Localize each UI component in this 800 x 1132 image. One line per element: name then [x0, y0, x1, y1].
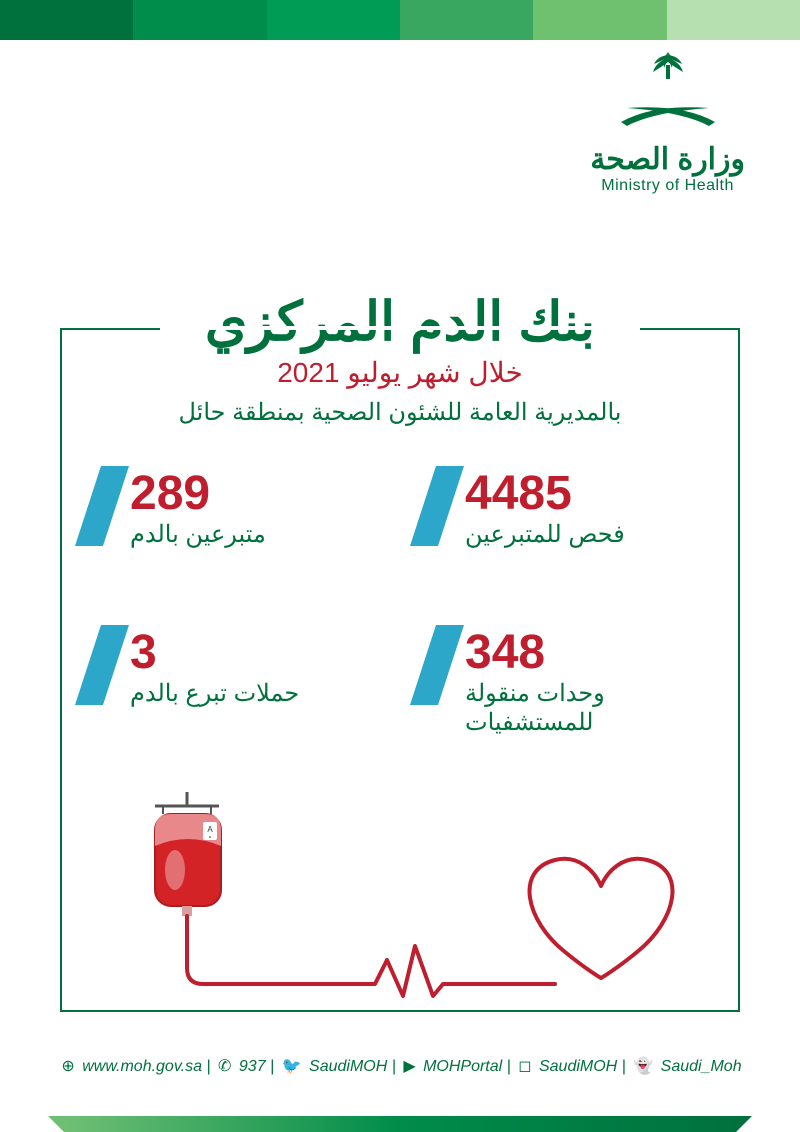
- stat-label: وحدات منقولة للمستشفيات: [465, 679, 720, 737]
- twitter-icon: 🐦: [282, 1058, 302, 1075]
- stat-bar-icon: [75, 466, 129, 546]
- snapchat-icon: 👻: [633, 1058, 653, 1075]
- stat-label: فحص للمتبرعين: [465, 520, 720, 549]
- stats-grid: 4485 فحص للمتبرعين 289 متبرعين بالدم 348…: [80, 470, 720, 737]
- stat-campaigns: 3 حملات تبرع بالدم: [80, 629, 385, 737]
- footer-contacts: ⊕ www.moh.gov.sa | ✆ 937 | 🐦 SaudiMOH | …: [0, 1056, 800, 1076]
- stat-label: حملات تبرع بالدم: [130, 679, 385, 708]
- stat-label: متبرعين بالدم: [130, 520, 385, 549]
- footer-snapchat: Saudi_Moh: [661, 1058, 742, 1075]
- subtitle-period: خلال شهر يوليو 2021: [0, 356, 800, 389]
- stat-bar-icon: [75, 625, 129, 705]
- svg-text:A: A: [207, 825, 213, 834]
- stat-bar-icon: [410, 625, 464, 705]
- crossed-swords-icon: [590, 98, 745, 136]
- stat-value: 4485: [465, 470, 720, 518]
- stat-donors: 289 متبرعين بالدم: [80, 470, 385, 549]
- logo-text-en: Ministry of Health: [590, 177, 745, 195]
- footer-web: www.moh.gov.sa: [82, 1058, 202, 1075]
- logo-text-ar: وزارة الصحة: [590, 142, 745, 177]
- stat-value: 3: [130, 629, 385, 677]
- top-color-band: [0, 0, 800, 40]
- youtube-icon: ▶: [403, 1058, 415, 1075]
- footer-phone: 937: [239, 1058, 266, 1075]
- stat-bar-icon: [410, 466, 464, 546]
- stat-value: 348: [465, 629, 720, 677]
- blood-heartbeat-illustration: A: [85, 792, 715, 1002]
- stat-value: 289: [130, 470, 385, 518]
- footer-youtube: MOHPortal: [423, 1058, 502, 1075]
- footer-twitter: SaudiMOH: [309, 1058, 387, 1075]
- phone-icon: ✆: [218, 1058, 231, 1075]
- stat-units: 348 وحدات منقولة للمستشفيات: [415, 629, 720, 737]
- bottom-stripe: [64, 1116, 736, 1132]
- instagram-icon: ◻: [518, 1058, 531, 1075]
- globe-icon: ⊕: [61, 1058, 74, 1075]
- footer-instagram: SaudiMOH: [539, 1058, 617, 1075]
- stat-tests: 4485 فحص للمتبرعين: [415, 470, 720, 549]
- ministry-logo: وزارة الصحة Ministry of Health: [590, 50, 745, 195]
- subtitle-org: بالمديرية العامة للشئون الصحية بمنطقة حا…: [0, 398, 800, 427]
